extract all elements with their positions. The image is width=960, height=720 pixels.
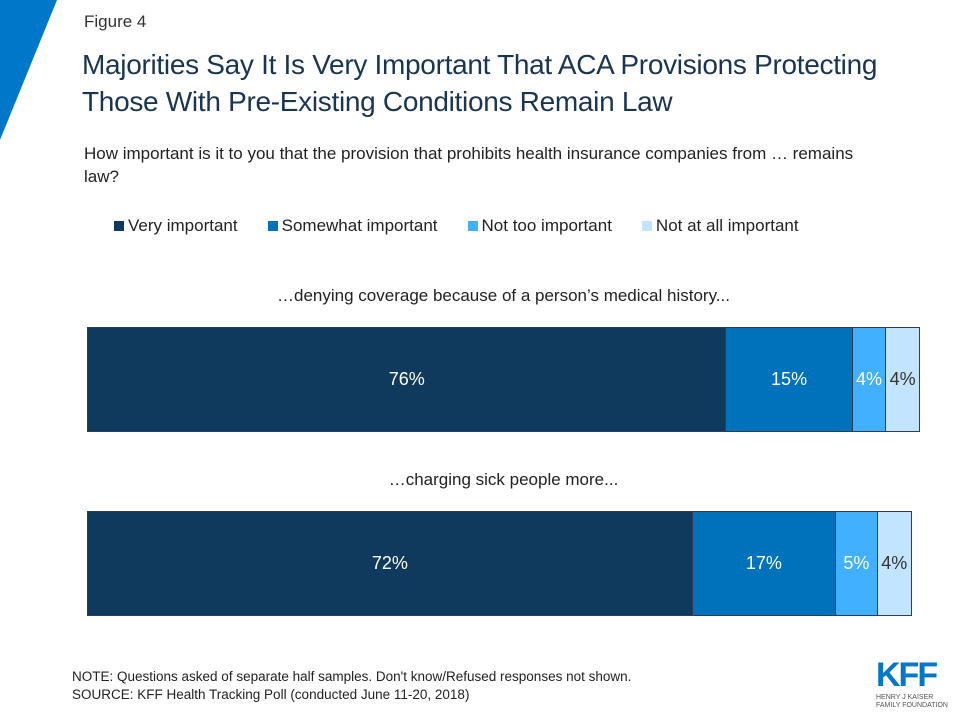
chart-title: Majorities Say It Is Very Important That… <box>82 49 878 117</box>
legend-item: Very important <box>114 216 238 236</box>
data-label: 4% <box>855 369 882 389</box>
stacked-bar: 76% 15% 4% 4% <box>87 327 920 432</box>
legend-label: Not too important <box>481 216 612 235</box>
logo-text: KFF <box>876 656 938 694</box>
data-label: 15% <box>771 369 808 389</box>
header: Majorities Say It Is Very Important That… <box>82 46 957 188</box>
note-text: NOTE: Questions asked of separate half s… <box>72 669 632 684</box>
legend: Very important Somewhat important Not too … <box>114 216 829 236</box>
category-label: …charging sick people more... <box>388 470 619 489</box>
legend-swatch <box>467 221 478 231</box>
data-label: 4% <box>889 369 916 389</box>
data-label: 17% <box>745 553 782 573</box>
legend-swatch <box>641 221 652 231</box>
data-label: 76% <box>388 369 425 389</box>
bar-segment: 5% <box>835 511 878 616</box>
stacked-bar: 72% 17% 5% 4% <box>87 511 912 616</box>
bar-segment: 15% <box>726 327 853 432</box>
figure-label: Figure 4 <box>84 12 147 31</box>
data-label: 4% <box>881 553 908 573</box>
chart-subtitle: How important is it to you that the prov… <box>84 144 854 186</box>
footnote: NOTE: Questions asked of separate half s… <box>72 668 631 704</box>
category-label: …denying coverage because of a person’s … <box>277 286 730 305</box>
logo-subtext: HENRY J KAISER FAMILY FOUNDATION <box>876 694 948 709</box>
bar-segment: 17% <box>692 511 836 616</box>
bar-segment: 4% <box>877 511 912 616</box>
data-label: 5% <box>843 553 870 573</box>
data-label: 72% <box>371 553 408 573</box>
legend-label: Somewhat important <box>281 216 438 235</box>
legend-item: Not at all important <box>641 216 799 236</box>
bar-segment: 4% <box>852 327 887 432</box>
bar-segment: 72% <box>87 511 693 616</box>
legend-item: Somewhat important <box>267 216 438 236</box>
source-text: SOURCE: KFF Health Tracking Poll (conduc… <box>72 687 470 702</box>
corner-accent <box>0 0 57 140</box>
bar-segment: 4% <box>886 327 920 432</box>
legend-label: Not at all important <box>655 216 799 235</box>
legend-swatch <box>267 221 278 231</box>
legend-swatch <box>114 221 124 231</box>
kff-logo: KFF HENRY J KAISER FAMILY FOUNDATION <box>876 656 956 710</box>
bar-segment: 76% <box>87 327 727 432</box>
legend-item: Not too important <box>467 216 612 236</box>
legend-label: Very important <box>128 216 238 235</box>
